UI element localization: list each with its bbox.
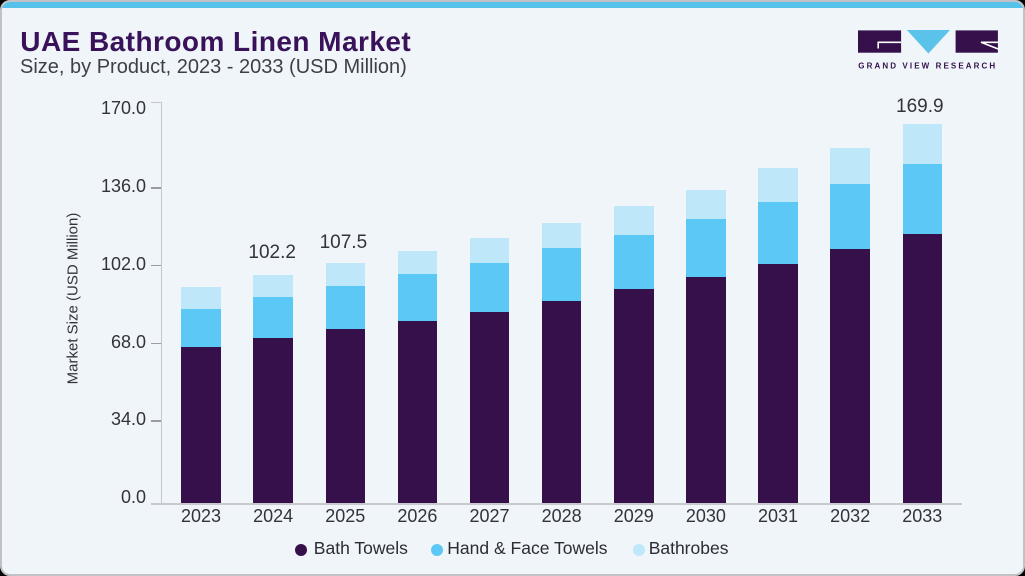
svg-text:GRAND VIEW RESEARCH: GRAND VIEW RESEARCH	[858, 61, 997, 70]
